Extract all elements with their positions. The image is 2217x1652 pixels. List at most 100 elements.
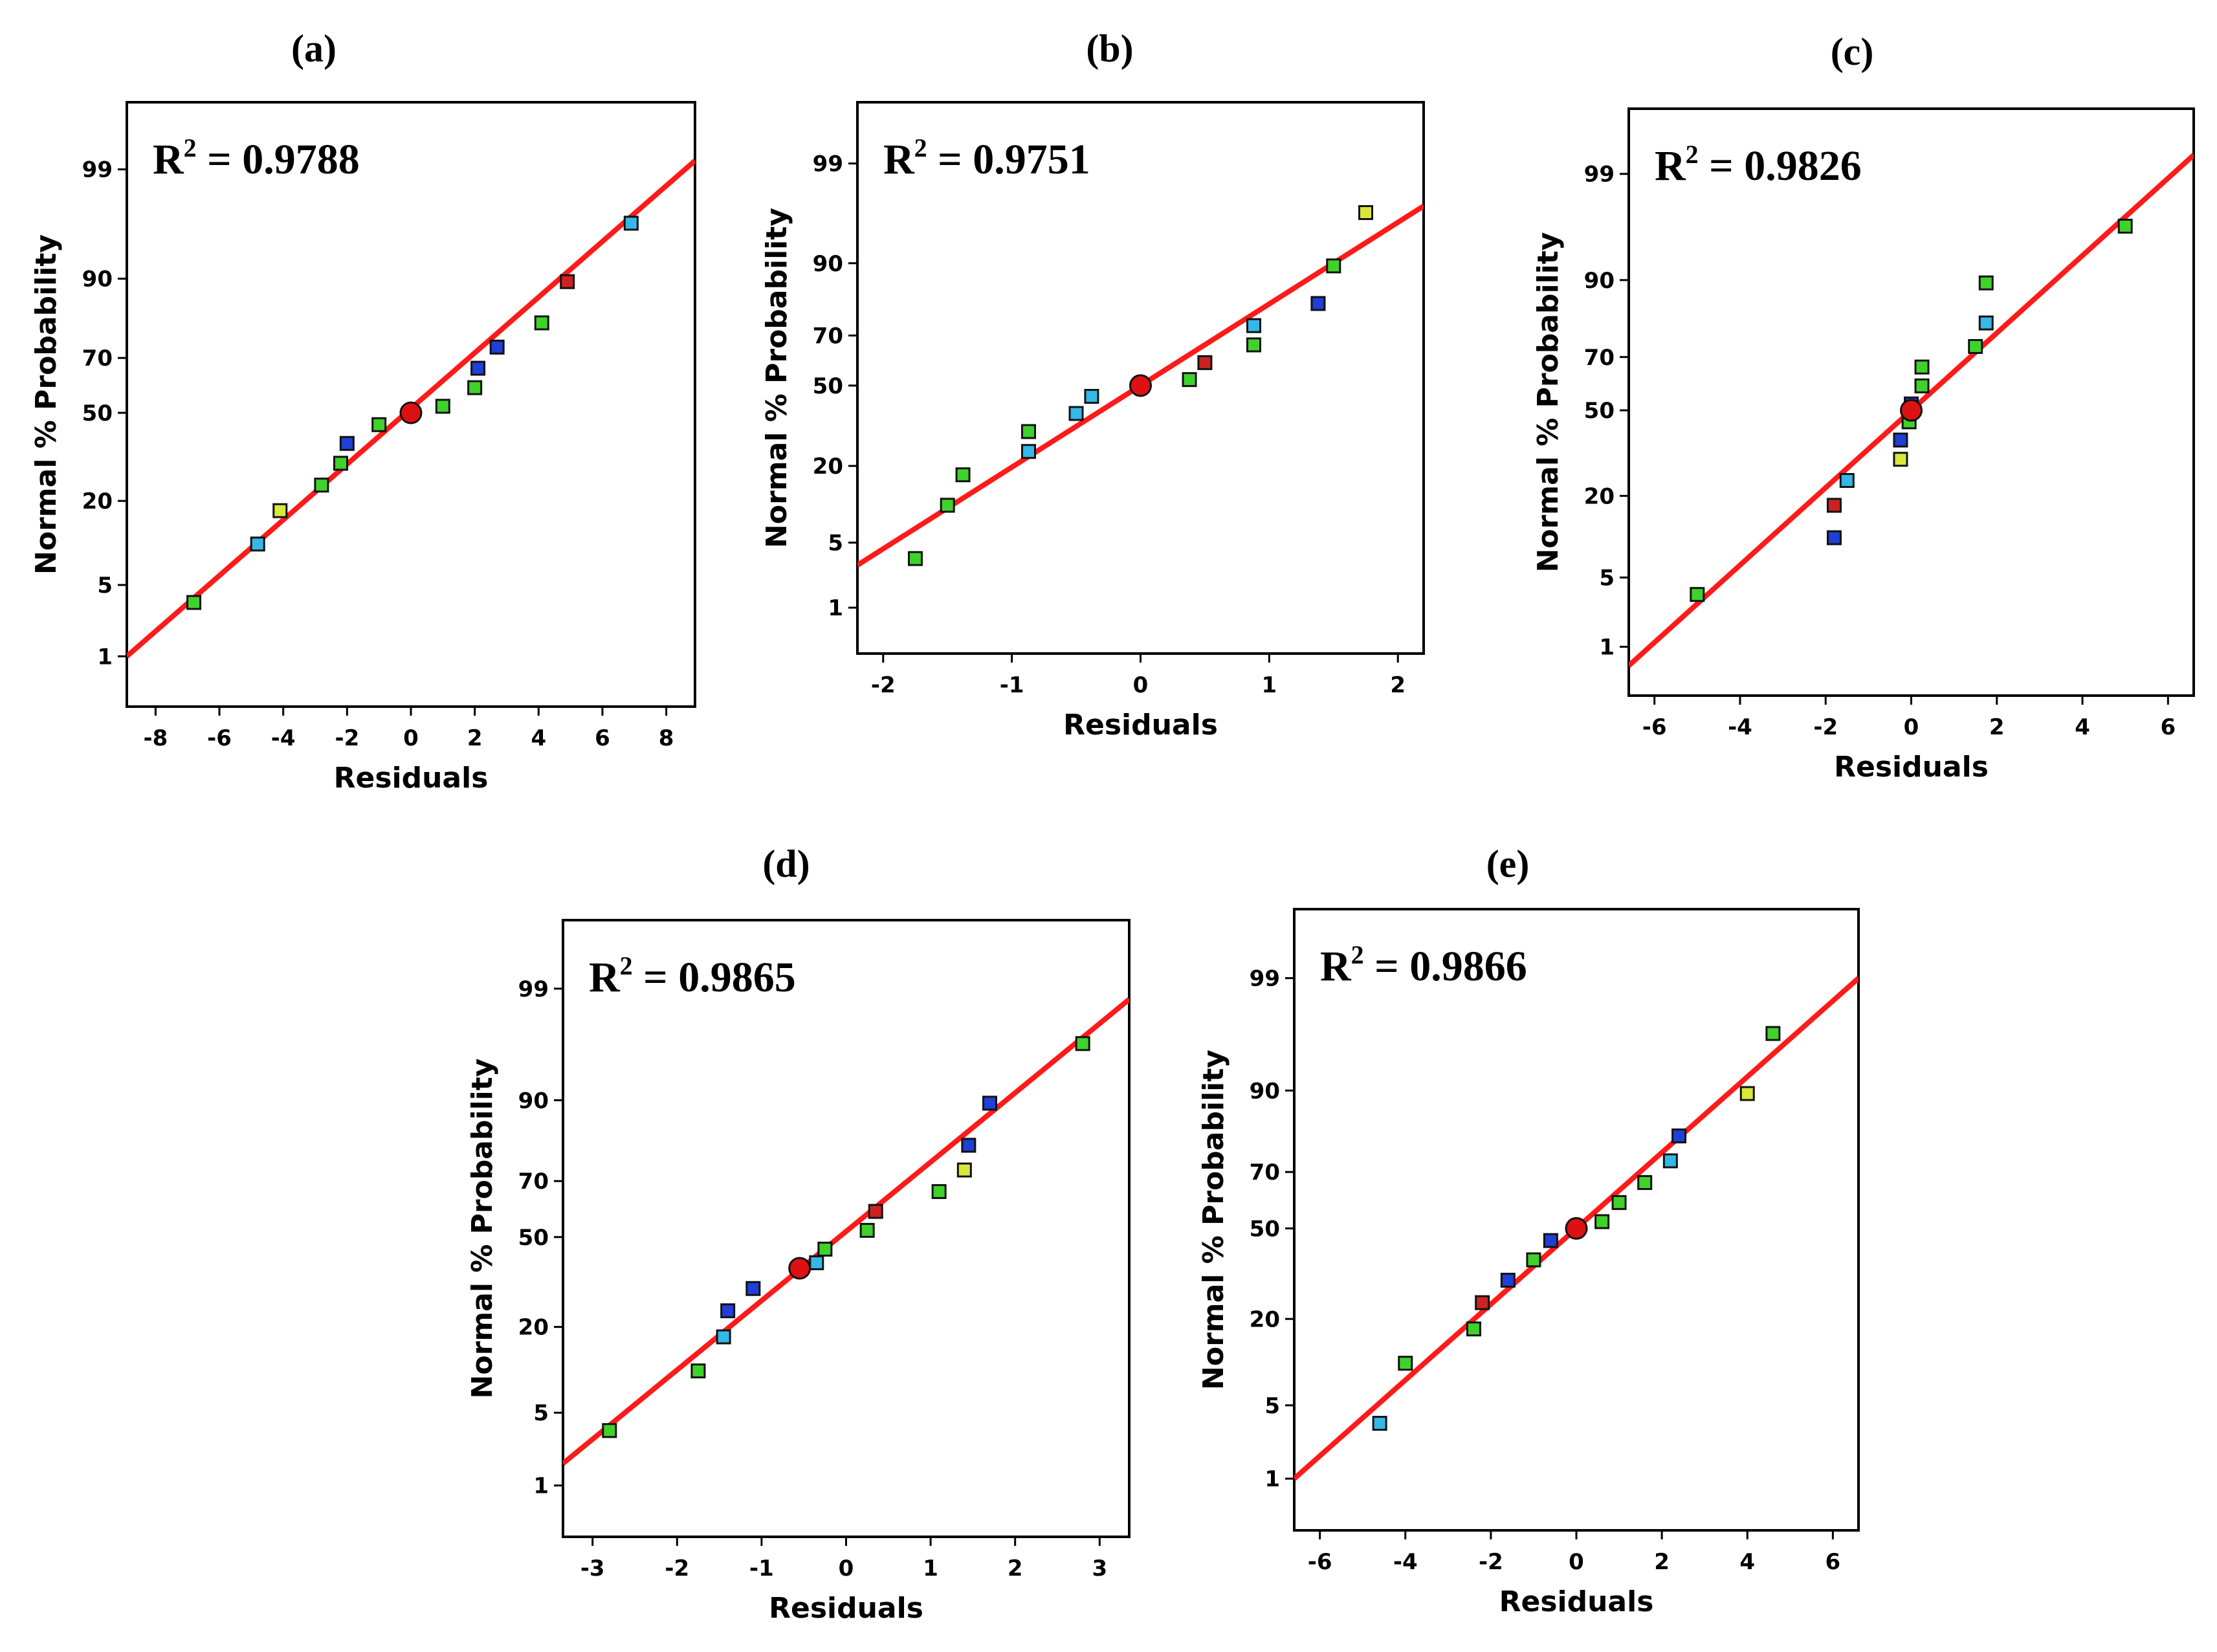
x-tick-label: 0	[1569, 1549, 1584, 1575]
y-tick-label: 70	[1584, 345, 1615, 371]
data-point	[1466, 1321, 1481, 1337]
y-tick-label: 99	[813, 151, 843, 177]
center-point	[788, 1257, 811, 1280]
y-tick-label: 50	[1250, 1216, 1280, 1242]
panel-b: (b) 1 5 20 50 70 90 99 -2 -1 0 1 2 Residuals Normal % …	[760, 27, 1425, 742]
y-tick-label: 20	[82, 489, 113, 514]
panel-label: (d)	[762, 843, 810, 885]
y-tick-label: 50	[813, 373, 843, 399]
r-squared-exponent: 2	[184, 133, 197, 162]
data-point	[716, 1329, 731, 1345]
data-point	[186, 595, 202, 610]
data-point	[1611, 1195, 1627, 1210]
data-point	[907, 551, 923, 566]
x-tick-label: 4	[2075, 714, 2090, 740]
panel-label: (a)	[291, 27, 336, 70]
data-point	[250, 536, 265, 552]
x-tick-label: -2	[665, 1556, 689, 1581]
panel-e: (e) 1 5 20 50 70 90 99 -6 -4 -2 0 2 4 6 Residuals Normal…	[1197, 843, 1860, 1618]
r-squared-symbol: R	[153, 136, 184, 183]
y-tick-label: 70	[1250, 1160, 1280, 1185]
x-tick-label: 2	[1008, 1556, 1023, 1581]
center-point	[1129, 374, 1152, 397]
data-point	[1020, 424, 1036, 439]
center-point	[399, 401, 423, 424]
panel-d: (d) 1 5 20 50 70 90 99 -3 -2 -1 0 1 2 3 Residuals Normal…	[466, 843, 1131, 1625]
r-squared-exponent: 2	[1351, 940, 1364, 969]
r-squared-label: R2 = 0.9866	[1320, 940, 1527, 990]
panel-a: (a) 1 5 20 50 70 90 99 -8 -6 -4 -2 0 2 4 6 8 Residuals Nor…	[30, 27, 696, 795]
y-tick-label: 90	[1584, 268, 1615, 294]
r-squared-value: = 0.9865	[633, 954, 796, 1001]
data-point	[1893, 452, 1908, 467]
data-point	[1690, 587, 1705, 602]
data-point	[956, 1162, 972, 1178]
data-point	[1084, 389, 1099, 404]
r-squared-label: R2 = 0.9751	[883, 133, 1090, 183]
data-point	[1182, 372, 1197, 388]
data-point	[1594, 1214, 1610, 1229]
data-point	[1398, 1356, 1413, 1371]
y-tick-label: 90	[1250, 1078, 1280, 1104]
data-point	[1914, 359, 1930, 375]
r-squared-exponent: 2	[1686, 140, 1699, 169]
y-tick-label: 5	[1264, 1393, 1280, 1419]
x-tick-label: -6	[1642, 714, 1667, 740]
data-point	[1978, 275, 1994, 291]
data-point	[1197, 355, 1213, 370]
x-tick-label: 0	[1133, 672, 1149, 698]
y-tick-label: 5	[97, 573, 113, 599]
y-tick-label: 70	[82, 346, 113, 371]
data-point	[745, 1281, 761, 1296]
data-point	[868, 1204, 883, 1219]
x-axis-title: Residuals	[1834, 751, 1989, 784]
data-point	[314, 478, 329, 493]
x-axis-title: Residuals	[334, 762, 489, 795]
data-point	[339, 435, 355, 451]
y-tick-label: 99	[1584, 162, 1615, 188]
x-tick-label: -4	[1393, 1549, 1418, 1575]
y-axis-title: Normal % Probability	[466, 1059, 499, 1399]
data-point	[470, 360, 486, 376]
data-point	[859, 1222, 875, 1238]
data-point	[1310, 296, 1326, 311]
x-tick-label: -1	[749, 1556, 774, 1581]
y-tick-label: 20	[1584, 483, 1615, 509]
data-point	[1326, 258, 1341, 274]
data-point	[560, 274, 575, 289]
fit-line	[563, 997, 1129, 1466]
y-axis-title: Normal % Probability	[30, 234, 63, 575]
y-tick-label: 50	[82, 401, 113, 426]
y-tick-label: 5	[828, 531, 843, 556]
y-tick-label: 50	[1584, 398, 1615, 424]
x-tick-label: 0	[839, 1556, 854, 1581]
data-point	[2117, 219, 2133, 234]
data-point	[1662, 1153, 1678, 1169]
data-point	[602, 1423, 617, 1438]
y-tick-label: 99	[82, 157, 113, 183]
data-point	[1358, 205, 1374, 221]
x-tick-label: 0	[1904, 714, 1919, 740]
r-squared-symbol: R	[589, 954, 621, 1001]
panel-c: (c) 1 5 20 50 70 90 99 -6 -4 -2 0 2 4 6 Residuals Normal…	[1532, 30, 2195, 784]
data-point	[1075, 1036, 1090, 1052]
data-point	[1637, 1175, 1653, 1191]
x-tick-label: 1	[923, 1556, 938, 1581]
r-squared-value: = 0.9751	[927, 136, 1090, 183]
x-tick-label: -4	[271, 725, 296, 751]
panel-label: (c)	[1831, 30, 1874, 73]
data-point	[1068, 406, 1084, 421]
x-tick-label: 6	[2160, 714, 2176, 740]
data-point	[961, 1138, 976, 1153]
panel-label: (b)	[1086, 27, 1133, 70]
data-point	[931, 1184, 947, 1199]
x-tick-label: 2	[1390, 672, 1406, 698]
y-tick-label: 20	[1250, 1306, 1280, 1332]
y-tick-label: 99	[1250, 966, 1280, 992]
y-tick-label: 70	[813, 323, 843, 349]
y-tick-label: 1	[533, 1473, 549, 1499]
y-tick-label: 99	[518, 976, 549, 1002]
r-squared-value: = 0.9788	[197, 136, 360, 183]
y-tick-label: 1	[828, 595, 843, 621]
data-point	[1826, 530, 1842, 545]
